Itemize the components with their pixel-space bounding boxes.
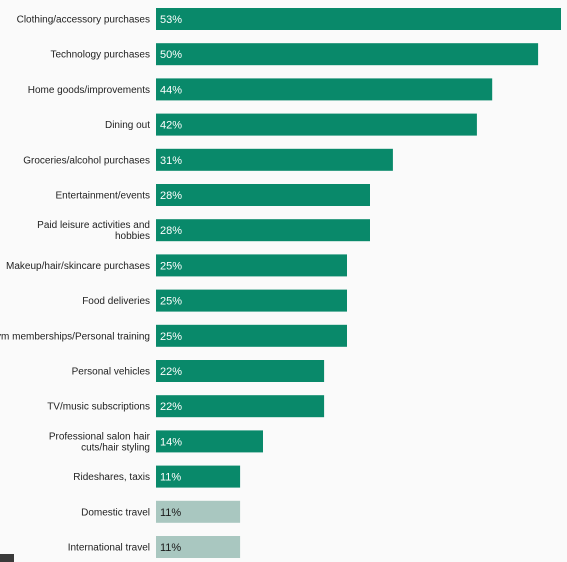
category-label-dining-out: Dining out (105, 120, 150, 131)
category-label-paid-leisure-activities-and-hobbies: Paid leisure activities and hobbies (37, 220, 150, 242)
bar-paid-leisure-activities-and-hobbies (156, 219, 370, 242)
value-label-technology-purchases: 50% (160, 49, 182, 61)
category-label-international-travel: International travel (68, 543, 150, 554)
value-label-gym-memberships-personal-training: 25% (160, 331, 182, 343)
bar-personal-vehicles (156, 360, 325, 382)
value-label-home-goods-improvements: 44% (160, 84, 182, 96)
value-label-professional-salon-hair-cuts-hair-styling: 14% (160, 436, 182, 448)
category-label-clothing-accessory-purchases: Clothing/accessory purchases (17, 15, 150, 26)
value-label-international-travel: 11% (160, 542, 181, 554)
value-label-domestic-travel: 11% (160, 507, 181, 519)
category-label-tv-music-subscriptions: TV/music subscriptions (47, 402, 150, 413)
category-label-home-goods-improvements: Home goods/improvements (28, 85, 150, 96)
value-label-paid-leisure-activities-and-hobbies: 28% (160, 225, 182, 237)
bar-rideshares-taxis (156, 465, 241, 488)
value-label-groceries-alcohol-purchases: 31% (160, 155, 182, 167)
category-label-professional-salon-hair-cuts-hair-styling: Professional salon hair cuts/hair styling (49, 431, 151, 453)
category-label-makeup-hair-skincare-purchases: Makeup/hair/skincare purchases (6, 261, 150, 272)
bar-clothing-accessory-purchases (156, 8, 561, 30)
bar-technology-purchases (156, 43, 539, 66)
value-label-clothing-accessory-purchases: 53% (160, 14, 182, 26)
bar-domestic-travel (156, 500, 241, 523)
bar-gym-memberships-personal-training (156, 324, 347, 347)
value-label-dining-out: 42% (160, 120, 182, 132)
bar-dining-out (156, 113, 477, 136)
bar-food-deliveries (156, 289, 347, 312)
bar-tv-music-subscriptions (156, 395, 325, 418)
category-label-personal-vehicles: Personal vehicles (72, 367, 150, 378)
bar-groceries-alcohol-purchases (156, 148, 393, 171)
bar-professional-salon-hair-cuts-hair-styling (156, 430, 263, 453)
value-label-entertainment-events: 28% (160, 190, 182, 202)
value-label-personal-vehicles: 22% (160, 366, 182, 378)
bar-makeup-hair-skincare-purchases (156, 254, 347, 277)
bar-home-goods-improvements (156, 78, 493, 101)
bar-international-travel (156, 536, 241, 558)
category-label-domestic-travel: Domestic travel (81, 507, 150, 518)
value-label-rideshares-taxis: 11% (160, 472, 181, 484)
category-label-entertainment-events: Entertainment/events (56, 191, 151, 202)
value-label-tv-music-subscriptions: 22% (160, 401, 182, 413)
category-label-rideshares-taxis: Rideshares, taxis (73, 472, 150, 483)
category-label-gym-memberships-personal-training: Gym memberships/Personal training (0, 331, 150, 342)
category-label-technology-purchases: Technology purchases (50, 50, 150, 61)
value-label-food-deliveries: 25% (160, 296, 182, 308)
value-label-makeup-hair-skincare-purchases: 25% (160, 260, 182, 272)
bar-entertainment-events (156, 184, 370, 206)
category-label-groceries-alcohol-purchases: Groceries/alcohol purchases (23, 155, 150, 166)
category-label-food-deliveries: Food deliveries (82, 296, 150, 307)
corner-block (0, 554, 14, 562)
